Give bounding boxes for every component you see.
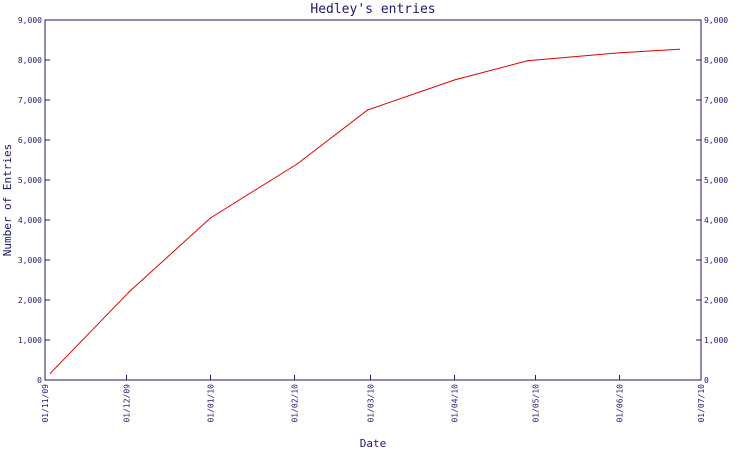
- y-tick-label-left: 6,000: [18, 136, 42, 145]
- y-tick-label-right: 3,000: [704, 256, 728, 265]
- x-tick-label: 01/03/10: [366, 384, 375, 423]
- y-tick-label-right: 4,000: [704, 216, 728, 225]
- data-point: [296, 163, 298, 165]
- series-line: [50, 48, 680, 374]
- data-point: [366, 109, 369, 111]
- x-tick-label: 01/01/10: [206, 384, 215, 423]
- data-point: [209, 217, 211, 219]
- data-point: [678, 48, 680, 50]
- y-tick-label-right: 1,000: [704, 336, 728, 345]
- y-tick-label-left: 0: [37, 376, 42, 385]
- plot-frame: [44, 19, 702, 381]
- x-tick-label: 01/12/09: [122, 384, 131, 423]
- data-point: [526, 60, 529, 62]
- y-axis-left: 0 1,000 2,000 3,000 4,000 5,000 6,000 7,000 8,00…: [18, 16, 50, 385]
- plot-border: [44, 19, 702, 381]
- y-tick-label-left: 1,000: [18, 336, 42, 345]
- data-point: [453, 79, 455, 81]
- x-tick-label: 01/11/09: [41, 384, 50, 423]
- x-axis: 01/11/09 01/12/09 01/01/10 01/02/10 01/03/10…: [41, 375, 706, 423]
- y-tick-label-left: 5,000: [18, 176, 42, 185]
- y-axis-right: 0 1,000 2,000 3,000 4,000 5,000 6,000 7,000 8,00…: [696, 16, 728, 385]
- y-tick-label-left: 8,000: [18, 56, 42, 65]
- data-point: [128, 291, 130, 293]
- x-tick-label: 01/04/10: [450, 384, 459, 423]
- y-tick-label-left: 4,000: [18, 216, 42, 225]
- y-tick-label-right: 5,000: [704, 176, 728, 185]
- data-point: [619, 52, 621, 54]
- y-tick-label-left: 2,000: [18, 296, 42, 305]
- x-tick-label: 01/05/10: [532, 384, 541, 423]
- y-tick-label-left: 7,000: [18, 96, 42, 105]
- y-tick-label-right: 8,000: [704, 56, 728, 65]
- y-tick-label-right: 0: [704, 376, 709, 385]
- data-point: [49, 372, 52, 374]
- chart-title: Hedley's entries: [310, 2, 435, 17]
- x-tick-label: 01/07/10: [697, 384, 706, 423]
- y-tick-label-left: 9,000: [18, 16, 42, 25]
- x-tick-label: 01/02/10: [290, 384, 299, 423]
- x-axis-title: Date: [360, 437, 387, 450]
- series-group: [49, 48, 680, 374]
- x-tick-label: 01/06/10: [616, 384, 625, 423]
- y-tick-label-right: 2,000: [704, 296, 728, 305]
- y-tick-label-left: 3,000: [18, 256, 42, 265]
- y-axis-title: Number of Entries: [1, 144, 14, 257]
- y-tick-label-right: 7,000: [704, 96, 728, 105]
- y-tick-label-right: 6,000: [704, 136, 728, 145]
- y-tick-label-right: 9,000: [704, 16, 728, 25]
